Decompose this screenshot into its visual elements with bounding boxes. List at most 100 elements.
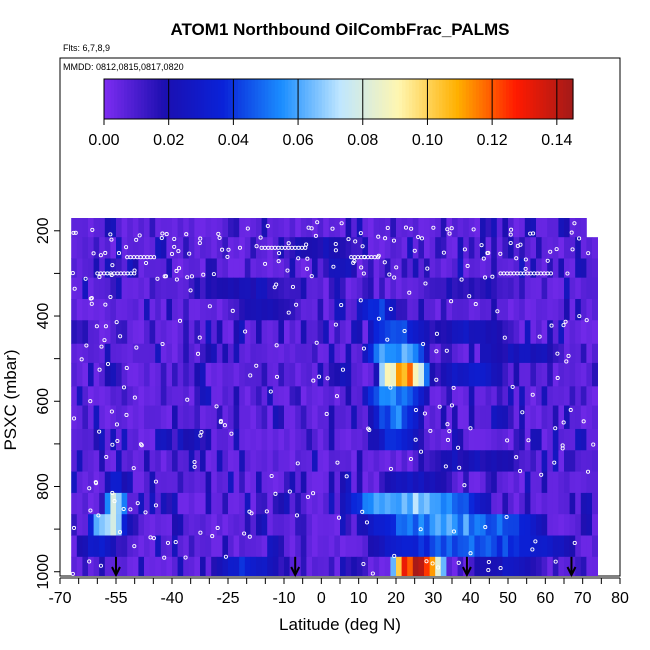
flight-track-point <box>153 503 159 508</box>
flight-track-point <box>333 242 338 247</box>
heatmap-cell <box>424 450 430 472</box>
marker-arrow-head <box>111 566 121 578</box>
heatmap-cell <box>312 258 318 279</box>
heatmap-cell <box>155 556 162 576</box>
heatmap-cell <box>502 320 509 345</box>
heatmap-cell <box>88 218 94 238</box>
heatmap-cell <box>194 237 201 259</box>
heatmap-cell <box>205 362 212 387</box>
heatmap-cell <box>418 471 425 494</box>
heatmap-cell <box>457 218 464 238</box>
heatmap-cell <box>485 556 492 576</box>
heatmap-cell <box>524 343 531 364</box>
heatmap-cell <box>116 405 122 430</box>
heatmap-cell <box>211 556 218 576</box>
flight-track-point <box>419 236 424 241</box>
heatmap-cell <box>110 386 117 406</box>
heatmap-cell <box>272 343 279 364</box>
heatmap-cell <box>373 535 380 558</box>
heatmap-cell <box>323 386 330 406</box>
heatmap-cell <box>418 535 425 558</box>
flight-track-point <box>462 247 467 252</box>
heatmap-cell <box>239 514 246 536</box>
heatmap-cell <box>396 343 402 364</box>
heatmap-cell <box>233 362 240 387</box>
heatmap-cell <box>300 320 307 345</box>
heatmap-cell <box>88 362 94 387</box>
heatmap-cell <box>345 514 352 536</box>
flight-track-point <box>388 466 393 471</box>
heatmap-cell <box>519 535 526 558</box>
heatmap-cell <box>323 362 330 387</box>
heatmap-cell <box>541 492 548 515</box>
heatmap-cell <box>564 218 570 238</box>
heatmap-cell <box>93 258 100 279</box>
heatmap-cell <box>524 298 531 321</box>
flight-track-point <box>445 227 450 232</box>
heatmap-cell <box>82 343 89 364</box>
heatmap-cell <box>295 258 302 279</box>
heatmap-cell <box>580 298 587 321</box>
heatmap-cell <box>362 218 369 238</box>
heatmap-cell <box>429 450 436 472</box>
heatmap-cell <box>278 237 285 259</box>
heatmap-cell <box>463 405 470 430</box>
heatmap-cell <box>261 343 268 364</box>
heatmap-cell <box>149 237 156 259</box>
heatmap-cell <box>216 471 223 494</box>
heatmap-cell <box>312 320 318 345</box>
colorbar-segment <box>439 79 443 119</box>
heatmap-cell <box>256 514 262 536</box>
heatmap-cell <box>76 471 83 494</box>
heatmap-cell <box>256 535 262 558</box>
flight-track-point <box>110 263 115 268</box>
flight-track-point <box>185 397 190 402</box>
colorbar-segment <box>375 79 380 119</box>
heatmap-cell <box>368 320 374 345</box>
heatmap-cell <box>396 258 402 279</box>
heatmap-cell <box>519 556 526 576</box>
colorbar-segment <box>402 79 407 119</box>
flight-track-point <box>577 314 582 319</box>
colorbar-segment <box>462 79 467 119</box>
heatmap-cell <box>256 471 262 494</box>
flight-track-point <box>162 274 167 279</box>
heatmap-cell <box>300 362 307 387</box>
heatmap-cell <box>440 277 447 300</box>
heatmap-cell <box>99 428 106 451</box>
heatmap-cell <box>93 386 100 406</box>
heatmap-cell <box>424 362 430 387</box>
flight-track-point <box>294 513 300 518</box>
heatmap-cell <box>564 298 570 321</box>
heatmap-cell <box>452 386 458 406</box>
heatmap-cell <box>412 298 419 321</box>
heatmap-cell <box>569 514 576 536</box>
flight-track-point <box>568 407 573 413</box>
heatmap-cell <box>440 535 447 558</box>
heatmap-cell <box>267 362 274 387</box>
heatmap-cell <box>530 450 537 472</box>
flight-track-point <box>545 258 550 263</box>
heatmap-cell <box>228 343 234 364</box>
heatmap-cell <box>289 492 296 515</box>
heatmap-cell <box>183 535 190 558</box>
flight-track-point <box>210 534 215 539</box>
heatmap-cell <box>384 492 391 515</box>
flight-track-point <box>121 385 127 390</box>
heatmap-cell <box>356 405 363 430</box>
heatmap-cell <box>278 514 285 536</box>
heatmap-cell <box>541 428 548 451</box>
flight-track-point <box>577 236 582 241</box>
heatmap-cell <box>76 405 83 430</box>
colorbar-segment <box>395 79 400 119</box>
heatmap-cell <box>373 428 380 451</box>
flight-track-point <box>471 227 476 232</box>
flight-track-point <box>462 483 467 488</box>
colorbar-tick-label: 0.12 <box>477 132 508 149</box>
flight-track-point <box>223 554 228 559</box>
heatmap-cell <box>558 298 565 321</box>
heatmap-cell <box>356 277 363 300</box>
flight-track-point <box>456 560 461 565</box>
heatmap-cell <box>300 535 307 558</box>
heatmap-cell <box>149 471 156 494</box>
